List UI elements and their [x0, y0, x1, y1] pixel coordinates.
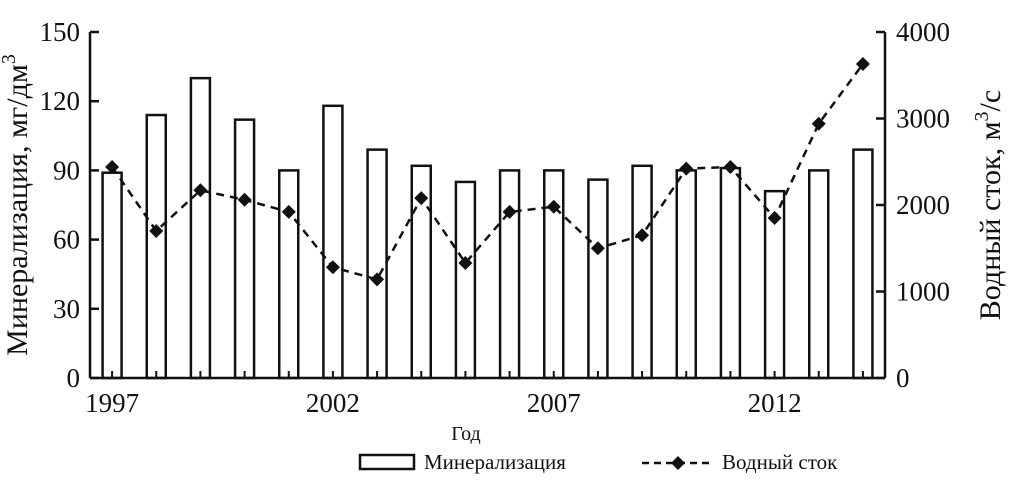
axes-layer: 0 30 60 90 120 150 0 1000 2000 3000 4000 1997 2002 20… [40, 17, 951, 418]
bar-2002 [322, 104, 344, 380]
point-2014 [855, 57, 870, 72]
y-right-tick-label-3000: 3000 [896, 104, 950, 134]
y-right-tick-label-1000: 1000 [896, 277, 950, 307]
point-2011 [723, 159, 738, 174]
point-2012 [767, 210, 782, 225]
y-axis-right-title-tail: /с [974, 90, 1007, 112]
point-2009 [635, 228, 650, 243]
bar-2000 [233, 118, 256, 380]
point-2003 [370, 272, 385, 287]
line-layer [105, 57, 870, 287]
x-tick-label-2002: 2002 [306, 388, 360, 418]
y-axis-left-title-main: Минерализация, мг/дм [1, 64, 34, 356]
legend-line-marker [671, 456, 685, 470]
bar-2013 [808, 169, 830, 380]
point-2000 [237, 192, 252, 207]
y-axis-right-title: Водный сток, м3/с [971, 90, 1007, 320]
y-right-tick-label-4000: 4000 [896, 17, 950, 47]
bar-2008 [587, 178, 609, 380]
legend: Минерализация Водный сток [358, 450, 838, 474]
point-2010 [679, 161, 694, 176]
bar-1999 [189, 76, 212, 380]
y-left-tick-label-30: 30 [53, 294, 80, 324]
point-1998 [149, 223, 164, 238]
y-left-tick-label-60: 60 [53, 225, 80, 255]
point-2007 [546, 199, 561, 214]
x-axis-title: Год [451, 423, 480, 445]
bar-2014 [852, 148, 874, 380]
point-2005 [458, 255, 473, 270]
x-tick-label-2012: 2012 [748, 388, 802, 418]
point-2002 [325, 260, 340, 275]
point-2008 [590, 241, 605, 256]
legend-bar-label: Минерализация [424, 450, 566, 474]
bar-1998 [145, 113, 167, 380]
y-axis-left-title: Минерализация, мг/дм3 [0, 54, 34, 356]
y-right-tick-label-0: 0 [896, 363, 910, 393]
bars-layer [101, 76, 874, 380]
point-2004 [414, 191, 429, 206]
point-2013 [811, 116, 826, 131]
bar-2010 [675, 169, 697, 380]
y-left-tick-label-0: 0 [67, 363, 81, 393]
bar-2003 [366, 148, 388, 380]
y-right-tick-label-2000: 2000 [896, 190, 950, 220]
bar-2009 [631, 164, 653, 380]
point-1997 [105, 159, 120, 174]
bar-1997 [101, 171, 123, 380]
legend-bar-swatch [358, 453, 416, 471]
point-1999 [193, 183, 208, 198]
y-left-tick-label-120: 120 [40, 86, 81, 116]
point-2006 [502, 204, 517, 219]
bar-2005 [454, 180, 477, 380]
line-water-flow [111, 63, 864, 281]
bar-2001 [278, 169, 300, 380]
bar-2011 [719, 166, 742, 380]
y-left-tick-label-150: 150 [40, 17, 81, 47]
y-axis-right-title-sup: 3 [971, 111, 993, 121]
y-axis-left-title-sup: 3 [0, 54, 20, 64]
y-axis-right-title-main: Водный сток, м [974, 121, 1007, 320]
x-tick-label-1997: 1997 [85, 388, 139, 418]
y-left-tick-label-90: 90 [53, 155, 80, 185]
legend-line-label: Водный сток [722, 450, 838, 474]
x-tick-label-2007: 2007 [527, 388, 581, 418]
point-2001 [281, 204, 296, 219]
bar-2006 [498, 169, 521, 380]
